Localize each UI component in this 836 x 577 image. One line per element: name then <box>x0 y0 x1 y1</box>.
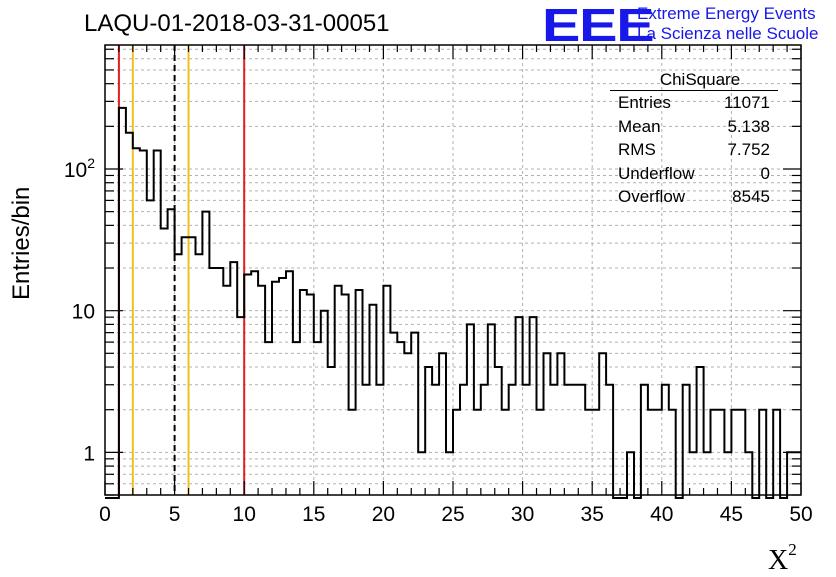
y-tick-label: 10 <box>72 301 95 324</box>
x-axis-label-sup: 2 <box>788 540 797 559</box>
x-tick-label: 5 <box>169 503 181 526</box>
x-tick-label: 10 <box>233 503 256 526</box>
logo-line-2: La Scienza nelle Scuole <box>637 24 819 43</box>
stat-value: 8545 <box>732 187 770 206</box>
y-tick-label: 102 <box>64 155 95 182</box>
y-tick-label: 1 <box>83 442 95 465</box>
plot-frame <box>104 44 802 496</box>
x-tick-label: 45 <box>720 503 743 526</box>
x-axis-label-base: X <box>768 545 789 576</box>
stat-name: Overflow <box>618 187 686 206</box>
stat-name: Mean <box>618 116 661 136</box>
stat-value: 7.752 <box>727 140 770 159</box>
x-tick-label: 35 <box>581 503 604 526</box>
stats-title: ChiSquare <box>610 70 778 91</box>
stat-row-mean: Mean 5.138 <box>610 115 778 139</box>
cut-lines <box>117 45 246 495</box>
stat-name: Entries <box>618 93 671 112</box>
stats-box: ChiSquare Entries 11071 Mean 5.138 RMS 7… <box>610 70 778 209</box>
x-axis-label: X2 <box>768 540 797 577</box>
y-tick-labels: 1 10 102 <box>64 155 95 465</box>
x-tick-label: 15 <box>302 503 325 526</box>
histogram-bars <box>105 106 801 499</box>
chart-title: LAQU-01-2018-03-31-00051 <box>84 10 390 37</box>
y-tick-exponent: 2 <box>87 155 95 171</box>
stat-row-underflow: Underflow 0 <box>610 162 778 186</box>
x-tick-label: 0 <box>99 503 111 526</box>
stat-value: 11071 <box>723 93 770 112</box>
stat-row-overflow: Overflow 8545 <box>610 185 778 209</box>
x-tick-label: 30 <box>511 503 534 526</box>
x-tick-label: 50 <box>789 503 812 526</box>
stat-value: 5.138 <box>727 116 770 136</box>
logo-line-1: Extreme Energy Events <box>637 4 816 23</box>
x-tick-label: 20 <box>372 503 395 526</box>
y-axis-label: Entries/bin <box>8 186 35 300</box>
stat-name: Underflow <box>618 163 695 183</box>
stat-row-entries: Entries 11071 <box>610 91 778 115</box>
stat-row-rms: RMS 7.752 <box>610 138 778 162</box>
grid <box>105 45 801 495</box>
eee-logo: EEE <box>542 0 655 51</box>
x-tick-label: 40 <box>650 503 673 526</box>
x-tick-labels: 0 5 10 15 20 25 30 35 40 45 50 <box>99 503 813 526</box>
stat-name: RMS <box>618 140 656 159</box>
x-tick-label: 25 <box>441 503 464 526</box>
stat-value: 0 <box>760 163 770 183</box>
